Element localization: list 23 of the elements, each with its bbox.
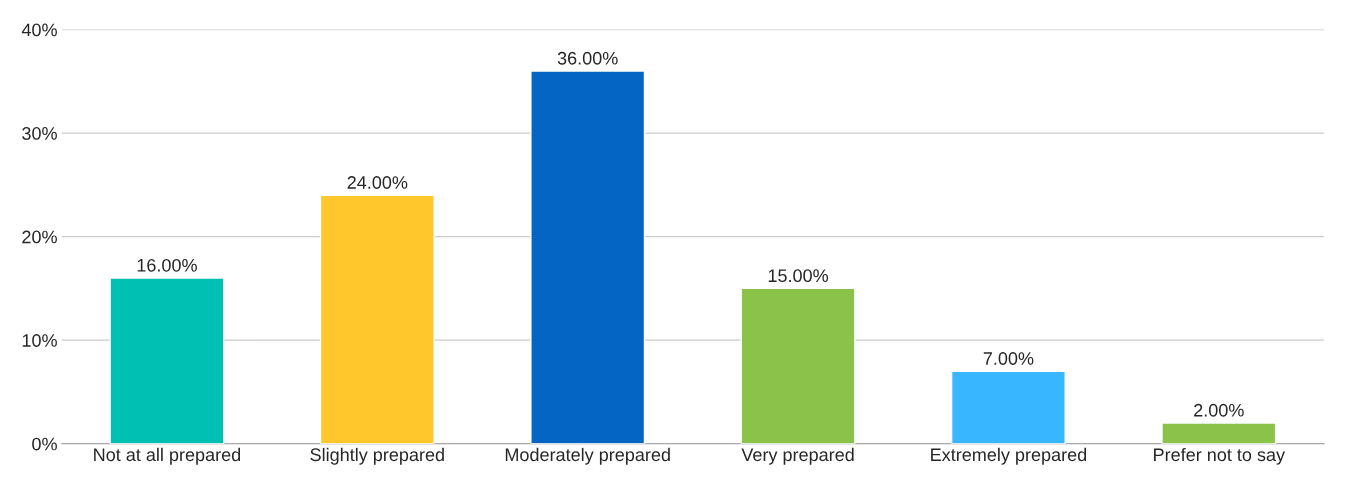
data-label: 2.00%	[1194, 403, 1244, 417]
bar	[109, 277, 225, 444]
x-tick-label: Moderately prepared	[505, 447, 670, 465]
y-tick-label: 20%	[22, 230, 57, 244]
x-tick-label: Slightly prepared	[310, 447, 444, 465]
bar	[740, 287, 856, 444]
y-tick-label: 10%	[22, 334, 57, 347]
x-tick-label: Extremely prepared	[931, 447, 1087, 465]
bar	[950, 370, 1066, 444]
y-tick-label: 40%	[21, 23, 57, 37]
x-tick-label: Not at all prepared	[94, 447, 241, 465]
x-tick-label: Very prepared	[741, 447, 854, 465]
bar	[319, 194, 435, 444]
bar	[530, 70, 646, 444]
data-label: 15.00%	[768, 269, 829, 283]
y-tick-label: 0%	[32, 437, 57, 451]
data-label: 24.00%	[347, 176, 408, 189]
data-label: 36.00%	[557, 51, 618, 65]
x-tick-label: Prefer not to say	[1154, 447, 1285, 465]
data-label: 7.00%	[983, 352, 1034, 365]
bar	[1161, 422, 1277, 444]
y-tick-label: 30%	[22, 127, 57, 140]
data-label: 16.00%	[137, 258, 197, 272]
